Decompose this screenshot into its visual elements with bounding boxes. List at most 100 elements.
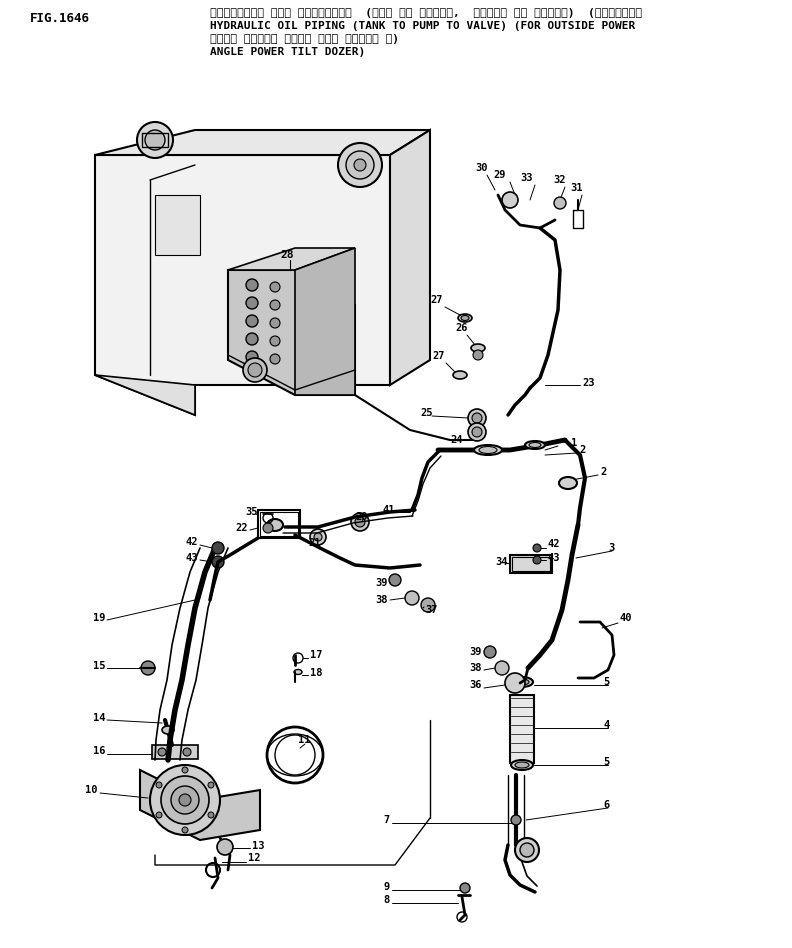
Circle shape [405, 591, 419, 605]
Text: 37: 37 [425, 605, 437, 615]
Polygon shape [95, 155, 390, 415]
Ellipse shape [461, 316, 469, 320]
Text: 8: 8 [384, 895, 390, 905]
Polygon shape [228, 270, 355, 395]
Circle shape [212, 556, 224, 568]
Text: 31: 31 [570, 183, 582, 193]
Text: 18: 18 [310, 668, 322, 678]
Text: 30: 30 [475, 163, 488, 173]
Circle shape [246, 279, 258, 291]
Circle shape [484, 646, 496, 658]
Text: 4: 4 [604, 720, 610, 730]
Circle shape [182, 767, 188, 773]
Text: 2: 2 [579, 445, 585, 455]
Text: 26: 26 [455, 323, 467, 333]
Circle shape [208, 812, 214, 818]
Text: 39: 39 [375, 578, 388, 588]
Circle shape [389, 574, 401, 586]
Circle shape [212, 542, 224, 554]
Circle shape [243, 358, 267, 382]
Bar [152, 745, 198, 759]
Text: 23: 23 [582, 378, 595, 388]
Circle shape [338, 143, 382, 187]
Circle shape [460, 883, 470, 893]
Circle shape [248, 363, 262, 377]
Circle shape [246, 351, 258, 363]
Circle shape [515, 838, 539, 862]
Polygon shape [95, 375, 195, 415]
Text: 42: 42 [548, 539, 561, 549]
Circle shape [158, 748, 166, 756]
Ellipse shape [515, 762, 529, 768]
Bar [258, 510, 300, 538]
Circle shape [354, 159, 366, 171]
Text: 5: 5 [604, 677, 610, 687]
Text: HYDRAULIC OIL PIPING (TANK TO PUMP TO VALVE) (FOR OUTSIDE POWER: HYDRAULIC OIL PIPING (TANK TO PUMP TO VA… [210, 21, 635, 31]
Text: 17: 17 [310, 650, 322, 660]
Circle shape [217, 839, 233, 855]
Circle shape [183, 748, 191, 756]
Polygon shape [140, 770, 260, 840]
Ellipse shape [559, 477, 577, 489]
Circle shape [171, 786, 199, 814]
Text: 7: 7 [384, 815, 390, 825]
Ellipse shape [515, 679, 529, 685]
Text: 39: 39 [470, 647, 482, 657]
Text: 21: 21 [308, 538, 321, 548]
Circle shape [246, 297, 258, 309]
Text: 27: 27 [430, 295, 443, 305]
Text: 3: 3 [609, 543, 615, 553]
Text: 22: 22 [235, 523, 248, 533]
Bar [510, 695, 534, 763]
Circle shape [473, 350, 483, 360]
Ellipse shape [525, 441, 545, 449]
Text: 41: 41 [383, 505, 395, 515]
Ellipse shape [474, 445, 502, 455]
Text: 40: 40 [620, 613, 633, 623]
Polygon shape [390, 130, 430, 385]
Text: 38: 38 [375, 595, 388, 605]
Circle shape [182, 827, 188, 833]
Ellipse shape [453, 371, 467, 379]
Circle shape [179, 794, 191, 806]
Text: ハ゛ワー アンク゛ル ハ゛ワー チルト ト゛ーサ゛ ヨ): ハ゛ワー アンク゛ル ハ゛ワー チルト ト゛ーサ゛ ヨ) [210, 34, 399, 44]
Ellipse shape [511, 760, 533, 770]
Circle shape [270, 318, 280, 328]
Text: 43: 43 [185, 553, 198, 563]
Text: 10: 10 [86, 785, 98, 795]
Text: 38: 38 [470, 663, 482, 673]
Text: 14: 14 [93, 713, 105, 723]
Text: ハイト゛ロリック オイル ハ゛イヒ゛ンク゛  (タンク から ホ゛ンプ゛,  ホ゛ンプ゛ から ハ゛ルフ゛)  (アウトサイト゛: ハイト゛ロリック オイル ハ゛イヒ゛ンク゛ (タンク から ホ゛ンプ゛, ホ゛ン… [210, 8, 642, 18]
Text: 34: 34 [496, 557, 508, 567]
Text: 9: 9 [384, 882, 390, 892]
Text: 2: 2 [600, 467, 606, 477]
Polygon shape [228, 248, 355, 270]
Polygon shape [295, 248, 355, 395]
Text: 29: 29 [493, 170, 505, 180]
Circle shape [468, 409, 486, 427]
Text: 16: 16 [93, 746, 105, 756]
Circle shape [310, 529, 326, 545]
Circle shape [511, 815, 521, 825]
Text: 33: 33 [520, 173, 532, 183]
Circle shape [246, 333, 258, 345]
Circle shape [554, 197, 566, 209]
Circle shape [346, 151, 374, 179]
Text: 5: 5 [604, 757, 610, 767]
Bar [155, 195, 200, 255]
Circle shape [156, 812, 162, 818]
Circle shape [263, 523, 273, 533]
Circle shape [208, 782, 214, 788]
Text: 35: 35 [246, 507, 258, 517]
Ellipse shape [511, 677, 533, 687]
Circle shape [150, 765, 220, 835]
Text: 1: 1 [571, 438, 577, 448]
Circle shape [161, 776, 209, 824]
Text: 25: 25 [420, 408, 432, 418]
Circle shape [495, 661, 509, 675]
Text: 24: 24 [450, 435, 463, 445]
Ellipse shape [479, 447, 497, 453]
Text: 43: 43 [548, 553, 561, 563]
Circle shape [351, 513, 369, 531]
Text: 11: 11 [298, 735, 310, 745]
